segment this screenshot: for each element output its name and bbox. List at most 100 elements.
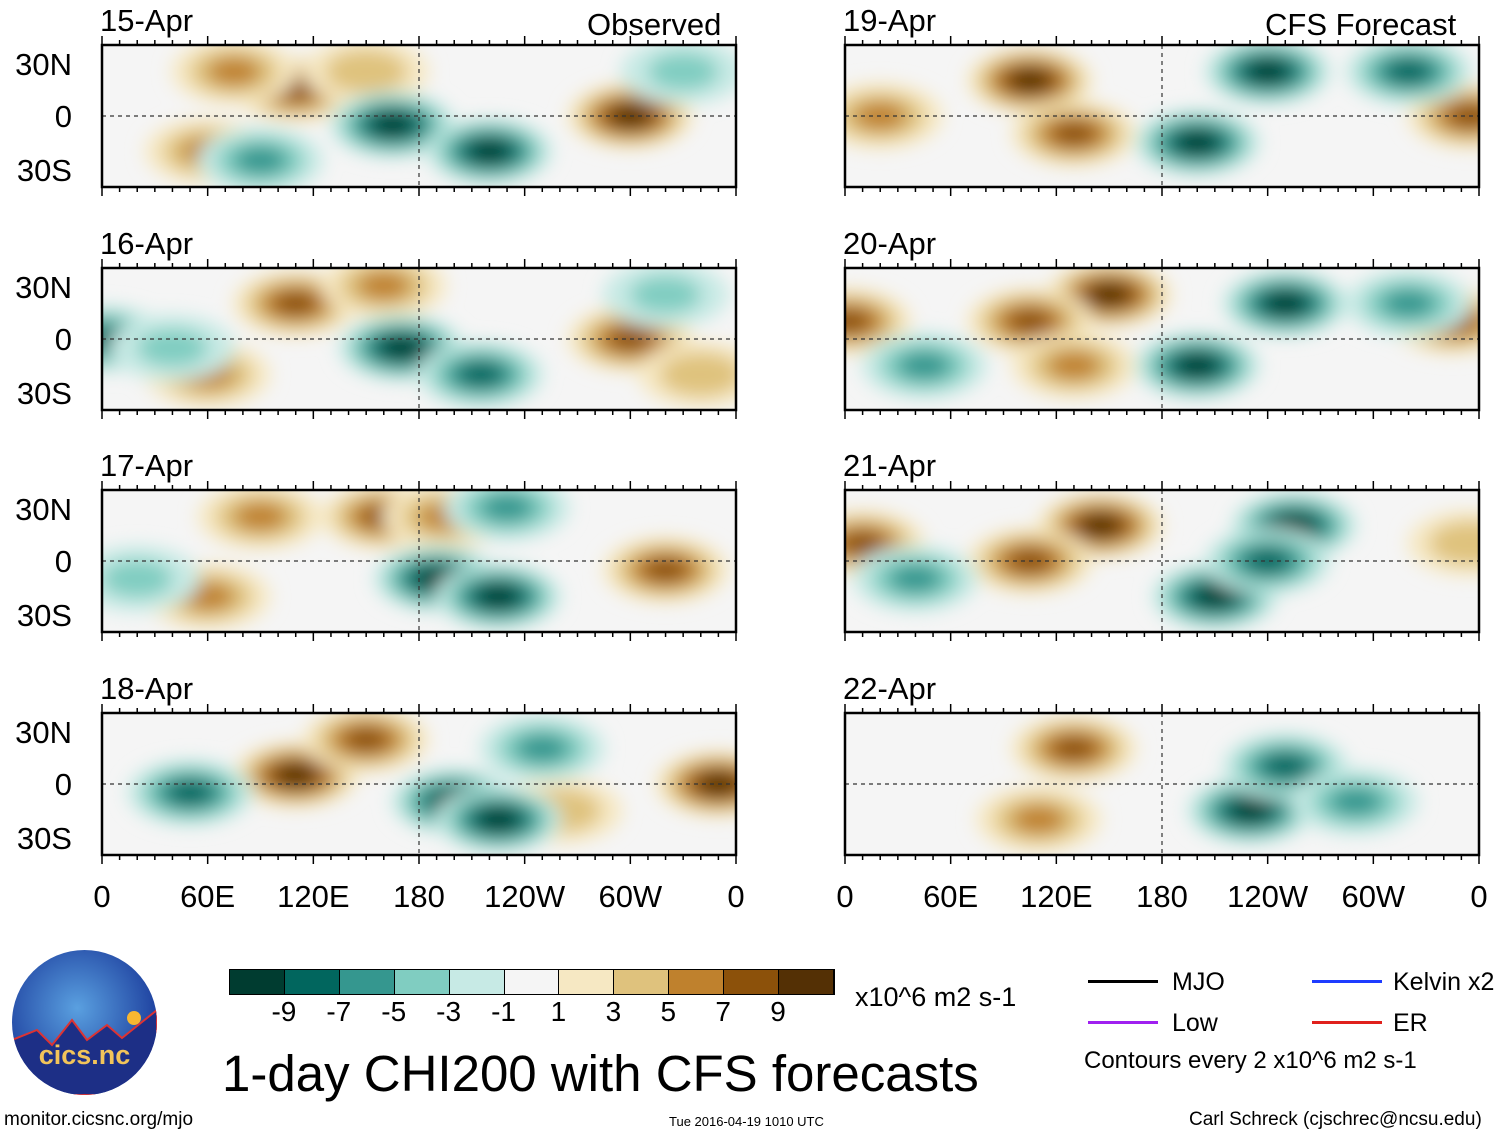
colorbar-tick-label: 3 <box>605 996 622 1027</box>
logo-text: cics.nc <box>38 1040 131 1070</box>
map-panel <box>843 259 1481 419</box>
colorbar-swatch <box>339 970 395 994</box>
positive-anomaly-mark <box>344 727 388 752</box>
colorbar-swatch <box>284 970 340 994</box>
negative-anomaly-mark <box>373 114 412 136</box>
colorbar-swatch <box>779 970 834 994</box>
negative-anomaly-mark <box>630 275 702 314</box>
legend-label-er: ER <box>1393 1009 1428 1037</box>
negative-anomaly-mark <box>1266 292 1305 315</box>
negative-anomaly-mark <box>479 808 518 831</box>
colorbar-swatch <box>724 970 780 994</box>
lon-tick-label: 60W <box>1341 879 1406 914</box>
legend-label-kelvin: Kelvin x2 <box>1393 968 1495 996</box>
lon-tick-label: 0 <box>727 879 745 914</box>
map-panel <box>843 481 1481 641</box>
positive-anomaly-mark <box>234 502 287 531</box>
lat-tick-label: 30N <box>15 47 72 82</box>
positive-anomaly-mark <box>1010 69 1049 92</box>
panel-title: 19-Apr <box>843 3 937 38</box>
lat-tick-label: 30S <box>16 153 72 188</box>
colorbar <box>229 969 835 995</box>
negative-anomaly-mark <box>234 146 287 175</box>
legend-line-er <box>1312 1021 1382 1024</box>
panel-title: 18-Apr <box>100 671 194 706</box>
legend-line-kelvin <box>1312 980 1382 983</box>
lat-tick-label: 30N <box>15 715 72 750</box>
colorbar-swatch <box>504 970 560 994</box>
colorbar-swatch <box>394 970 450 994</box>
lon-tick-label: 120E <box>1020 879 1093 914</box>
colorbar-units: x10^6 m2 s-1 <box>855 982 1017 1012</box>
positive-anomaly-mark <box>699 773 736 795</box>
figure-title: 1-day CHI200 with CFS forecasts <box>222 1045 979 1102</box>
negative-anomaly-mark <box>1245 549 1290 573</box>
colorbar-tick-label: 1 <box>550 996 567 1027</box>
negative-anomaly-mark <box>458 362 503 387</box>
negative-anomaly-mark <box>480 493 534 523</box>
panel-title: 21-Apr <box>843 448 937 483</box>
lat-tick-label: 30S <box>16 598 72 633</box>
lat-tick-label: 0 <box>54 544 72 579</box>
lon-tick-label: 120W <box>1227 879 1309 914</box>
map-panel <box>100 259 738 419</box>
map-panel <box>100 704 738 864</box>
lat-tick-label: 30N <box>15 270 72 305</box>
negative-anomaly-mark <box>1178 132 1217 154</box>
positive-anomaly-mark <box>1429 521 1479 566</box>
cics-logo: cics.nc <box>12 950 157 1095</box>
footer-url[interactable]: monitor.cicsnc.org/mjo <box>4 1109 194 1130</box>
positive-anomaly-mark <box>643 557 688 582</box>
footer-timestamp: Tue 2016-04-19 1010 UTC <box>669 1114 824 1129</box>
colorbar-tick-label: 9 <box>770 996 786 1027</box>
positive-anomaly-mark <box>1052 736 1096 761</box>
panel-title: 16-Apr <box>100 226 194 261</box>
colorbar-swatch <box>230 970 285 994</box>
lat-tick-label: 30S <box>16 376 72 411</box>
map-panel <box>843 704 1481 864</box>
map-panel <box>100 481 738 641</box>
lon-tick-label: 180 <box>1136 879 1188 914</box>
lon-tick-label: 0 <box>93 879 111 914</box>
lon-tick-label: 120W <box>484 879 566 914</box>
lon-tick-label: 0 <box>1470 879 1488 914</box>
panel-title: 17-Apr <box>100 448 194 483</box>
map-panel <box>100 36 738 196</box>
panel-title: 15-Apr <box>100 3 194 38</box>
positive-anomaly-mark <box>845 531 885 556</box>
column-title-observed: Observed <box>587 7 722 42</box>
lon-tick-label: 60E <box>923 879 979 914</box>
colorbar-tick-label: -7 <box>326 996 352 1027</box>
lon-tick-label: 0 <box>836 879 854 914</box>
negative-anomaly-mark <box>1382 289 1435 318</box>
column-title-forecast: CFS Forecast <box>1265 7 1457 42</box>
positive-anomaly-mark <box>207 57 261 86</box>
panel-title: 20-Apr <box>843 226 937 261</box>
lon-tick-label: 60W <box>598 879 663 914</box>
contour-note: Contours every 2 x10^6 m2 s-1 <box>1084 1047 1417 1074</box>
negative-anomaly-mark <box>897 351 951 380</box>
legend-line-mjo <box>1088 980 1158 983</box>
negative-anomaly-mark <box>1386 59 1431 84</box>
positive-anomaly-mark <box>1090 284 1129 306</box>
negative-anomaly-mark <box>168 780 212 805</box>
lon-tick-label: 180 <box>393 879 445 914</box>
positive-anomaly-mark <box>276 764 315 786</box>
positive-anomaly-mark <box>325 49 408 94</box>
negative-anomaly-mark <box>1231 800 1270 822</box>
lat-tick-label: 0 <box>54 322 72 357</box>
negative-anomaly-mark <box>479 585 518 608</box>
colorbar-swatch <box>669 970 725 994</box>
negative-anomaly-mark <box>1178 355 1217 377</box>
lon-tick-label: 120E <box>277 879 350 914</box>
negative-anomaly-mark <box>136 328 208 367</box>
positive-anomaly-mark <box>1052 121 1096 146</box>
colorbar-swatch <box>449 970 505 994</box>
negative-anomaly-mark <box>1248 61 1287 83</box>
colorbar-swatch <box>614 970 670 994</box>
positive-anomaly-mark <box>1047 351 1101 380</box>
negative-anomaly-mark <box>1329 787 1383 817</box>
panel-title: 22-Apr <box>843 671 937 706</box>
positive-anomaly-mark <box>357 271 411 301</box>
colorbar-tick-label: -3 <box>436 996 462 1027</box>
